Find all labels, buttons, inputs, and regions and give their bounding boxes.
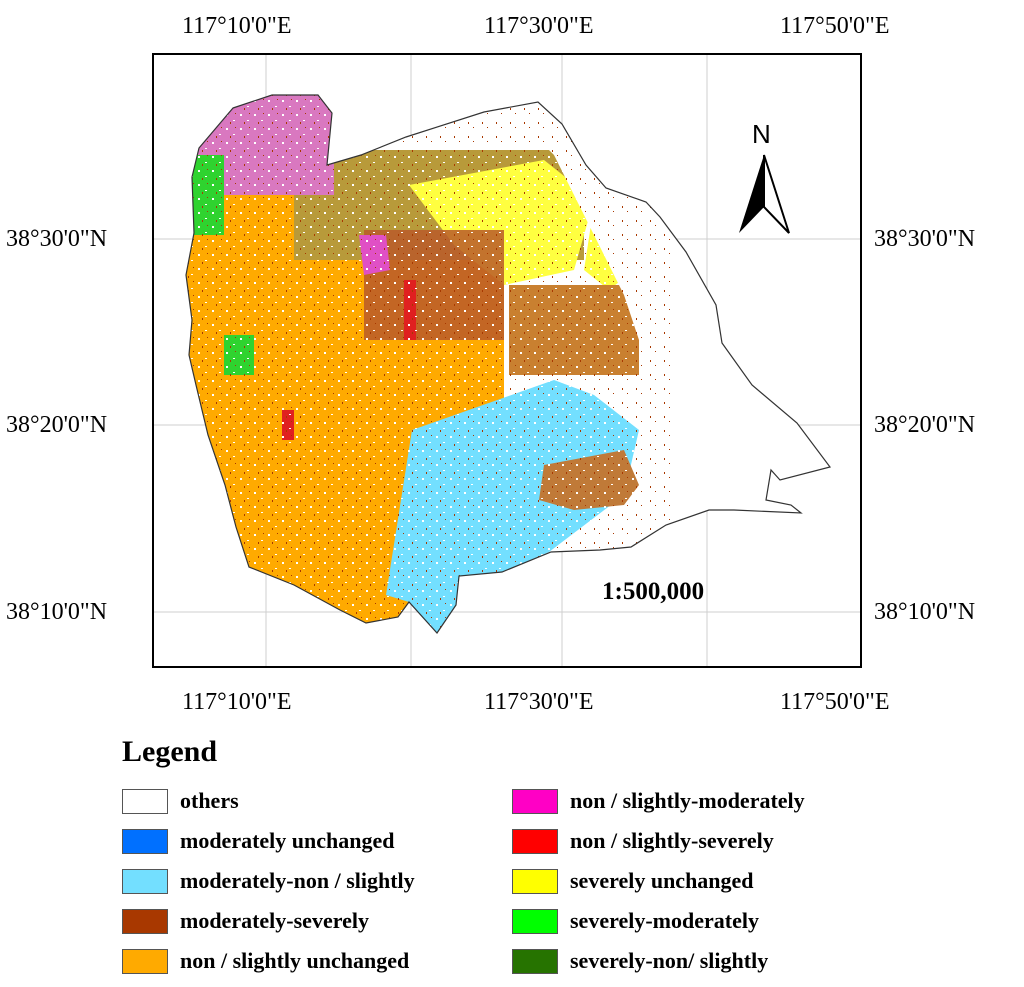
legend-label: moderately-non / slightly [180, 868, 415, 893]
legend-item-moderately-severely: moderately-severely [122, 906, 369, 936]
legend-swatch [122, 788, 168, 814]
legend-label: severely-moderately [570, 908, 759, 933]
lon-label-top-3: 117°50'0"E [780, 13, 890, 39]
lat-label-right-3: 38°10'0"N [874, 599, 976, 625]
legend-item-non-slightly-moderately: non / slightly-moderately [512, 786, 805, 816]
legend-label: others [180, 788, 239, 813]
legend-label: severely-non/ slightly [570, 948, 769, 973]
lon-label-bottom-2: 117°30'0"E [484, 689, 594, 715]
study-area-boundary [185, 94, 832, 634]
legend-swatch [512, 948, 558, 974]
lat-label-left-1: 38°30'0"N [6, 226, 108, 252]
legend-item-severely-non-slightly: severely-non/ slightly [512, 946, 768, 976]
legend-swatch [512, 908, 558, 934]
map-frame[interactable]: N 1:500,000 [152, 53, 862, 668]
legend-swatch [122, 868, 168, 894]
legend-label: non / slightly unchanged [180, 948, 410, 973]
legend-swatch [122, 948, 168, 974]
legend-item-non-slightly-unchanged: non / slightly unchanged [122, 946, 409, 976]
legend-item-others: others [122, 786, 239, 816]
legend-label: non / slightly-moderately [570, 788, 805, 813]
legend-label: severely unchanged [570, 868, 754, 893]
legend-label: non / slightly-severely [570, 828, 774, 853]
lon-label-top-2: 117°30'0"E [484, 13, 594, 39]
lat-label-left-2: 38°20'0"N [6, 412, 108, 438]
legend-item-severely-moderately: severely-moderately [512, 906, 759, 936]
legend-swatch [122, 828, 168, 854]
lat-label-right-1: 38°30'0"N [874, 226, 976, 252]
lon-label-top-1: 117°10'0"E [182, 13, 292, 39]
legend-title: Legend [122, 735, 218, 768]
north-arrow-icon [739, 154, 790, 234]
legend-swatch [512, 828, 558, 854]
legend-item-non-slightly-severely: non / slightly-severely [512, 826, 774, 856]
north-label: N [752, 119, 771, 149]
legend-item-moderately-non-slightly: moderately-non / slightly [122, 866, 415, 896]
legend-swatch [122, 908, 168, 934]
legend-item-severely-unchanged: severely unchanged [512, 866, 754, 896]
legend-item-moderately-unchanged: moderately unchanged [122, 826, 395, 856]
legend-label: moderately unchanged [180, 828, 395, 853]
scale-label: 1:500,000 [602, 578, 705, 605]
lat-label-right-2: 38°20'0"N [874, 412, 976, 438]
lon-label-bottom-3: 117°50'0"E [780, 689, 890, 715]
legend-swatch [512, 788, 558, 814]
land-change-map [154, 55, 860, 666]
lat-label-left-3: 38°10'0"N [6, 599, 108, 625]
lon-label-bottom-1: 117°10'0"E [182, 689, 292, 715]
legend-swatch [512, 868, 558, 894]
legend-label: moderately-severely [180, 908, 369, 933]
